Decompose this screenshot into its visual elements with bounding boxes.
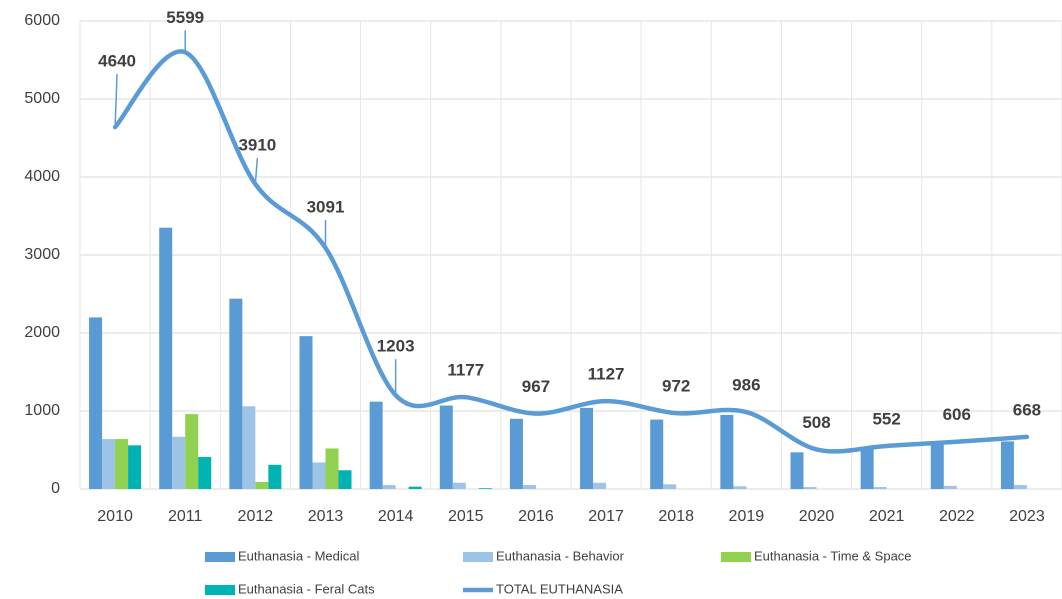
x-tick-label: 2012 [238, 508, 274, 525]
y-tick-label: 2000 [24, 324, 60, 341]
bar [115, 439, 129, 489]
data-label: 508 [802, 413, 830, 432]
data-label: 1177 [447, 361, 484, 380]
x-tick-label: 2021 [869, 508, 905, 525]
bar [733, 486, 747, 489]
legend-label: Euthanasia - Time & Space [754, 548, 912, 563]
x-tick-label: 2014 [378, 508, 414, 525]
bar [198, 457, 212, 489]
line [112, 49, 1030, 454]
legend-label: Euthanasia - Behavior [496, 548, 625, 563]
bar [408, 486, 422, 489]
legend-swatch [205, 552, 235, 562]
y-tick-label: 4000 [24, 168, 60, 185]
data-label: 1127 [588, 365, 625, 384]
bar [1000, 441, 1014, 489]
leader-line [114, 74, 118, 128]
bar [509, 418, 523, 489]
bar [439, 405, 453, 489]
bar [663, 484, 677, 489]
data-label: 5599 [166, 8, 204, 27]
legend-label: TOTAL EUTHANASIA [496, 581, 623, 596]
bar [720, 414, 734, 489]
data-label: 1203 [377, 337, 415, 356]
bar [338, 470, 352, 489]
bar [369, 401, 383, 489]
bar [1013, 485, 1027, 489]
x-tick-label: 2013 [308, 508, 344, 525]
legend-swatch [205, 585, 235, 595]
bar [580, 407, 594, 489]
y-tick-label: 3000 [24, 246, 60, 263]
bar [803, 487, 817, 489]
x-tick-label: 2011 [168, 508, 203, 525]
bar [650, 419, 664, 489]
y-tick-label: 1000 [24, 402, 60, 419]
data-label: 972 [662, 377, 690, 396]
bar [478, 488, 492, 489]
x-tick-label: 2017 [588, 508, 624, 525]
x-tick-label: 2020 [799, 508, 835, 525]
data-label: 3910 [238, 136, 276, 155]
bar [452, 482, 466, 489]
bar [255, 481, 269, 489]
bar [382, 485, 396, 489]
y-tick-label: 5000 [24, 90, 60, 107]
bar [522, 485, 536, 489]
legend-swatch [721, 552, 751, 562]
bar [102, 439, 116, 489]
bar [159, 227, 173, 489]
leader-line [254, 157, 259, 185]
bar [790, 452, 804, 489]
bar [185, 414, 199, 489]
x-tick-label: 2023 [1009, 508, 1045, 525]
data-label: 552 [872, 409, 900, 428]
bar [593, 482, 607, 489]
bar [943, 485, 957, 489]
x-tick-label: 2016 [518, 508, 554, 525]
data-label: 3091 [307, 197, 345, 216]
data-label: 4640 [98, 52, 136, 71]
bar [89, 317, 103, 489]
data-label: 668 [1013, 400, 1041, 419]
y-tick-label: 6000 [24, 12, 60, 29]
y-tick-label: 0 [51, 480, 60, 497]
legend-swatch [463, 552, 493, 562]
x-tick-label: 2022 [939, 508, 975, 525]
bar [229, 298, 243, 489]
bar [128, 445, 142, 489]
bar [325, 448, 339, 489]
legend-label: Euthanasia - Feral Cats [238, 581, 375, 596]
x-tick-label: 2018 [658, 508, 694, 525]
bar [299, 336, 313, 489]
bar [268, 464, 282, 489]
bar [930, 443, 944, 489]
bar [172, 436, 186, 489]
x-tick-label: 2010 [97, 508, 133, 525]
bar [860, 448, 874, 489]
x-tick-label: 2015 [448, 508, 484, 525]
bar [242, 406, 256, 489]
data-label: 986 [732, 376, 760, 395]
x-tick-label: 2019 [729, 508, 765, 525]
bar [873, 487, 887, 489]
data-label: 606 [943, 405, 971, 424]
data-label: 967 [522, 377, 550, 396]
legend-label: Euthanasia - Medical [238, 548, 360, 563]
bar [312, 462, 326, 489]
